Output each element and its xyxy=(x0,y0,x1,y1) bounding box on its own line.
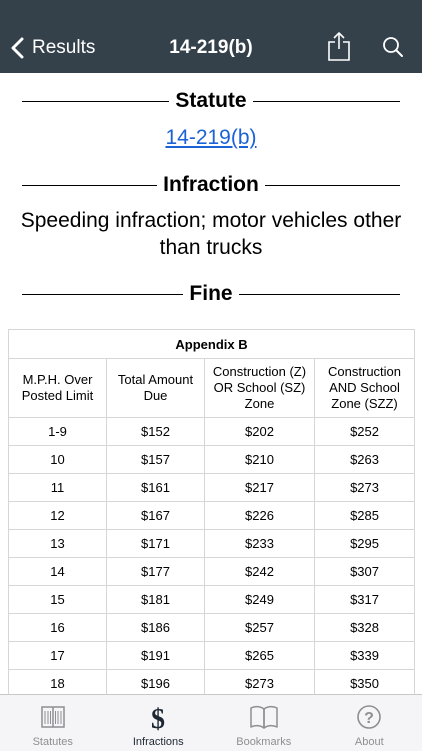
table-row: 16$186$257$328 xyxy=(9,614,415,642)
table-cell: 14 xyxy=(9,558,107,586)
dollar-icon: $ xyxy=(145,704,171,732)
table-cell: 1-9 xyxy=(9,418,107,446)
column-header: Total Amount Due xyxy=(107,359,205,418)
divider xyxy=(22,101,169,102)
table-cell: $217 xyxy=(205,474,315,502)
table-cell: $257 xyxy=(205,614,315,642)
column-header: Construction (Z) OR School (SZ) Zone xyxy=(205,359,315,418)
tab-statutes[interactable]: Statutes xyxy=(0,695,106,751)
table-cell: 13 xyxy=(9,530,107,558)
fine-heading-label: Fine xyxy=(183,282,238,306)
table-cell: $273 xyxy=(315,474,415,502)
table-cell: $307 xyxy=(315,558,415,586)
statute-heading: Statute xyxy=(22,86,400,116)
table-cell: $191 xyxy=(107,642,205,670)
table-cell: $226 xyxy=(205,502,315,530)
table-cell: $285 xyxy=(315,502,415,530)
table-caption-row: Appendix B xyxy=(9,330,415,359)
tab-label: About xyxy=(317,736,422,748)
table-row: 1-9$152$202$252 xyxy=(9,418,415,446)
infraction-heading-label: Infraction xyxy=(157,173,265,197)
column-header: M.P.H. Over Posted Limit xyxy=(9,359,107,418)
table-cell: 16 xyxy=(9,614,107,642)
svg-text:$: $ xyxy=(151,704,165,732)
share-icon[interactable] xyxy=(327,30,351,62)
divider xyxy=(22,294,183,295)
table-cell: $157 xyxy=(107,446,205,474)
table-row: 11$161$217$273 xyxy=(9,474,415,502)
table-cell: $177 xyxy=(107,558,205,586)
table-cell: $263 xyxy=(315,446,415,474)
table-cell: 15 xyxy=(9,586,107,614)
table-row: 17$191$265$339 xyxy=(9,642,415,670)
tab-about[interactable]: ? About xyxy=(317,695,422,751)
divider xyxy=(265,185,400,186)
book-columns-icon xyxy=(40,704,66,730)
table-cell: $249 xyxy=(205,586,315,614)
tab-bookmarks[interactable]: Bookmarks xyxy=(211,695,317,751)
table-cell: $233 xyxy=(205,530,315,558)
tab-infractions[interactable]: $ Infractions xyxy=(106,695,212,751)
table-cell: $161 xyxy=(107,474,205,502)
table-cell: $328 xyxy=(315,614,415,642)
table-cell: $202 xyxy=(205,418,315,446)
search-icon[interactable] xyxy=(382,36,404,58)
table-row: 12$167$226$285 xyxy=(9,502,415,530)
fine-heading: Fine xyxy=(22,279,400,309)
divider xyxy=(22,185,157,186)
tab-label: Infractions xyxy=(106,736,212,748)
table-cell: $186 xyxy=(107,614,205,642)
table-row: 14$177$242$307 xyxy=(9,558,415,586)
tab-bar: Statutes $ Infractions Bookmarks ? About xyxy=(0,694,422,751)
table-header-row: M.P.H. Over Posted Limit Total Amount Du… xyxy=(9,359,415,418)
infraction-heading: Infraction xyxy=(22,170,400,200)
table-cell: 11 xyxy=(9,474,107,502)
table-cell: $252 xyxy=(315,418,415,446)
fine-table: Appendix B M.P.H. Over Posted Limit Tota… xyxy=(8,329,415,698)
infraction-description: Speeding infraction; motor vehicles othe… xyxy=(20,207,402,261)
table-caption: Appendix B xyxy=(9,330,415,359)
tab-label: Statutes xyxy=(0,736,106,748)
open-book-icon xyxy=(249,704,279,730)
table-cell: $171 xyxy=(107,530,205,558)
table-cell: 10 xyxy=(9,446,107,474)
table-cell: $167 xyxy=(107,502,205,530)
column-header: Construction AND School Zone (SZZ) xyxy=(315,359,415,418)
table-cell: $317 xyxy=(315,586,415,614)
svg-text:?: ? xyxy=(364,710,374,727)
table-row: 10$157$210$263 xyxy=(9,446,415,474)
table-row: 15$181$249$317 xyxy=(9,586,415,614)
navigation-bar: Results 14-219(b) xyxy=(0,0,422,73)
table-cell: $339 xyxy=(315,642,415,670)
table-cell: $181 xyxy=(107,586,205,614)
table-row: 13$171$233$295 xyxy=(9,530,415,558)
chevron-left-icon xyxy=(8,36,28,60)
table-cell: $295 xyxy=(315,530,415,558)
table-cell: $265 xyxy=(205,642,315,670)
table-cell: 17 xyxy=(9,642,107,670)
table-cell: $152 xyxy=(107,418,205,446)
divider xyxy=(239,294,400,295)
divider xyxy=(253,101,400,102)
table-cell: $210 xyxy=(205,446,315,474)
statute-heading-label: Statute xyxy=(169,89,252,113)
back-button-label: Results xyxy=(32,37,95,59)
table-cell: $242 xyxy=(205,558,315,586)
table-cell: 12 xyxy=(9,502,107,530)
question-circle-icon: ? xyxy=(356,704,382,730)
back-button[interactable]: Results xyxy=(8,34,95,62)
tab-label: Bookmarks xyxy=(211,736,317,748)
statute-link[interactable]: 14-219(b) xyxy=(0,126,422,150)
